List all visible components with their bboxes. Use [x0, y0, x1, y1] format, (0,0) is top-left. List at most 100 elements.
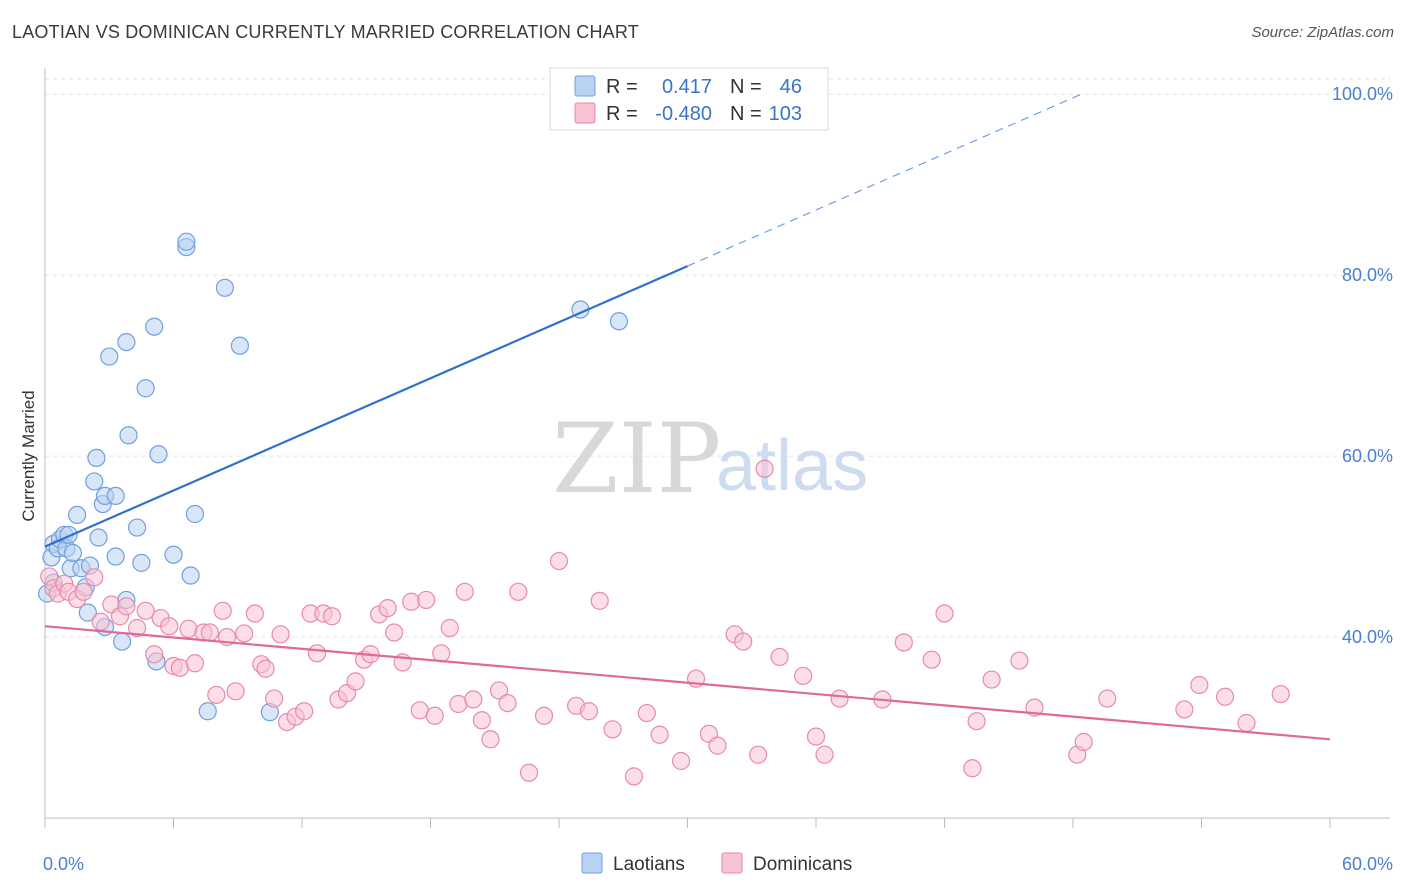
dominican-point	[235, 624, 254, 643]
dominican-point	[935, 604, 954, 623]
legend-label-dominicans: Dominicans	[753, 854, 852, 875]
x-tick-label: 60.0%	[1342, 854, 1393, 874]
dominican-point	[590, 591, 609, 610]
dominican-point	[271, 625, 290, 644]
dominican-point	[449, 694, 468, 714]
dominican-trend-line	[44, 625, 1331, 741]
laotian-point	[100, 347, 119, 366]
legend-r-value: 0.417	[662, 76, 712, 98]
legend-r-label: R =	[606, 76, 638, 98]
laotian-point	[215, 278, 234, 297]
laotian-point	[85, 472, 104, 491]
dominican-point	[265, 689, 284, 708]
laotian-point	[68, 505, 87, 525]
dominican-point	[179, 619, 198, 639]
dominican-point	[185, 654, 205, 673]
dominican-point	[378, 598, 397, 618]
legend-swatch-laotians	[574, 75, 596, 97]
series-legend: Laotians Dominicans	[581, 852, 852, 875]
dominican-point	[603, 720, 622, 739]
dominican-point	[85, 568, 104, 587]
dominican-point	[894, 633, 913, 652]
dominican-point	[1098, 689, 1117, 708]
legend-n-value: 46	[780, 76, 802, 98]
dominican-point	[509, 582, 528, 601]
laotian-point	[177, 232, 196, 251]
laotian-trend-line	[44, 265, 688, 548]
laotian-point	[87, 448, 106, 468]
dominican-point	[307, 644, 327, 663]
dominican-point	[708, 736, 727, 755]
laotian-point	[127, 518, 147, 537]
laotian-point	[149, 445, 168, 464]
dominican-point	[91, 612, 110, 631]
dominican-point	[207, 685, 226, 705]
laotian-point	[78, 603, 97, 622]
dominican-point	[671, 751, 691, 771]
dominican-point	[579, 702, 599, 721]
dominican-point	[549, 551, 569, 571]
dominican-point	[489, 681, 509, 700]
legend-label-laotians: Laotians	[613, 854, 685, 875]
dominican-point	[432, 644, 451, 663]
y-tick-label: 40.0%	[1342, 627, 1393, 647]
dominican-point	[136, 601, 155, 620]
legend-r-value: -0.480	[655, 103, 712, 125]
laotian-point	[181, 566, 200, 585]
laotian-point	[106, 486, 125, 506]
dominican-point	[127, 618, 147, 638]
dominican-point	[498, 693, 517, 713]
laotian-point	[185, 504, 205, 524]
laotian-point	[119, 426, 138, 445]
y-tick-label: 80.0%	[1342, 265, 1393, 285]
dominican-point	[1190, 675, 1209, 695]
laotian-point	[609, 312, 629, 331]
dominican-point	[322, 607, 342, 626]
laotian-point	[106, 547, 125, 566]
source-credit: Source: ZipAtlas.com	[1251, 24, 1394, 41]
laotian-point	[164, 545, 183, 564]
dominican-point	[963, 759, 982, 778]
dominican-point	[464, 690, 483, 709]
dominican-point	[637, 703, 656, 723]
legend-n-label: N =	[730, 103, 762, 125]
dominican-point	[519, 763, 539, 782]
laotian-point	[63, 543, 82, 563]
dominican-point	[213, 601, 232, 620]
dominican-point	[624, 767, 644, 786]
axes	[44, 68, 1390, 828]
dominican-point	[770, 647, 789, 667]
laotian-trend-extension	[687, 92, 1084, 267]
dominican-point	[346, 672, 365, 691]
dominican-point	[1074, 732, 1093, 752]
watermark-zip: ZIP	[552, 403, 721, 515]
chart-title: LAOTIAN VS DOMINICAN CURRENTLY MARRIED C…	[12, 22, 639, 42]
y-axis-label: Currently Married	[19, 390, 38, 521]
legend-swatch-dominicans	[721, 852, 743, 874]
laotian-point	[112, 632, 132, 651]
dominican-point	[982, 670, 1001, 689]
dominican-point	[815, 745, 834, 764]
dominican-point	[922, 650, 941, 669]
dominican-point	[417, 590, 436, 610]
dominican-point	[425, 706, 444, 725]
dominican-point	[160, 617, 179, 636]
dominican-point	[755, 459, 774, 478]
gridlines	[45, 78, 1390, 638]
legend-swatch-dominicans	[574, 102, 596, 124]
dominican-point	[256, 659, 275, 678]
dominican-point	[749, 745, 768, 764]
laotian-point	[89, 528, 108, 547]
laotian-point	[198, 702, 217, 721]
dominican-point	[794, 666, 813, 686]
y-tick-label: 60.0%	[1342, 446, 1393, 466]
tick-labels: 40.0% 60.0% 80.0% 100.0% 0.0% 60.0%	[43, 84, 1393, 874]
dominican-point	[455, 582, 474, 601]
laotian-point	[136, 379, 155, 398]
dominican-point	[830, 689, 849, 708]
legend-swatch-laotians	[581, 852, 603, 874]
laotian-point	[132, 553, 151, 572]
dominican-point	[806, 727, 826, 746]
y-tick-label: 100.0%	[1332, 84, 1393, 104]
